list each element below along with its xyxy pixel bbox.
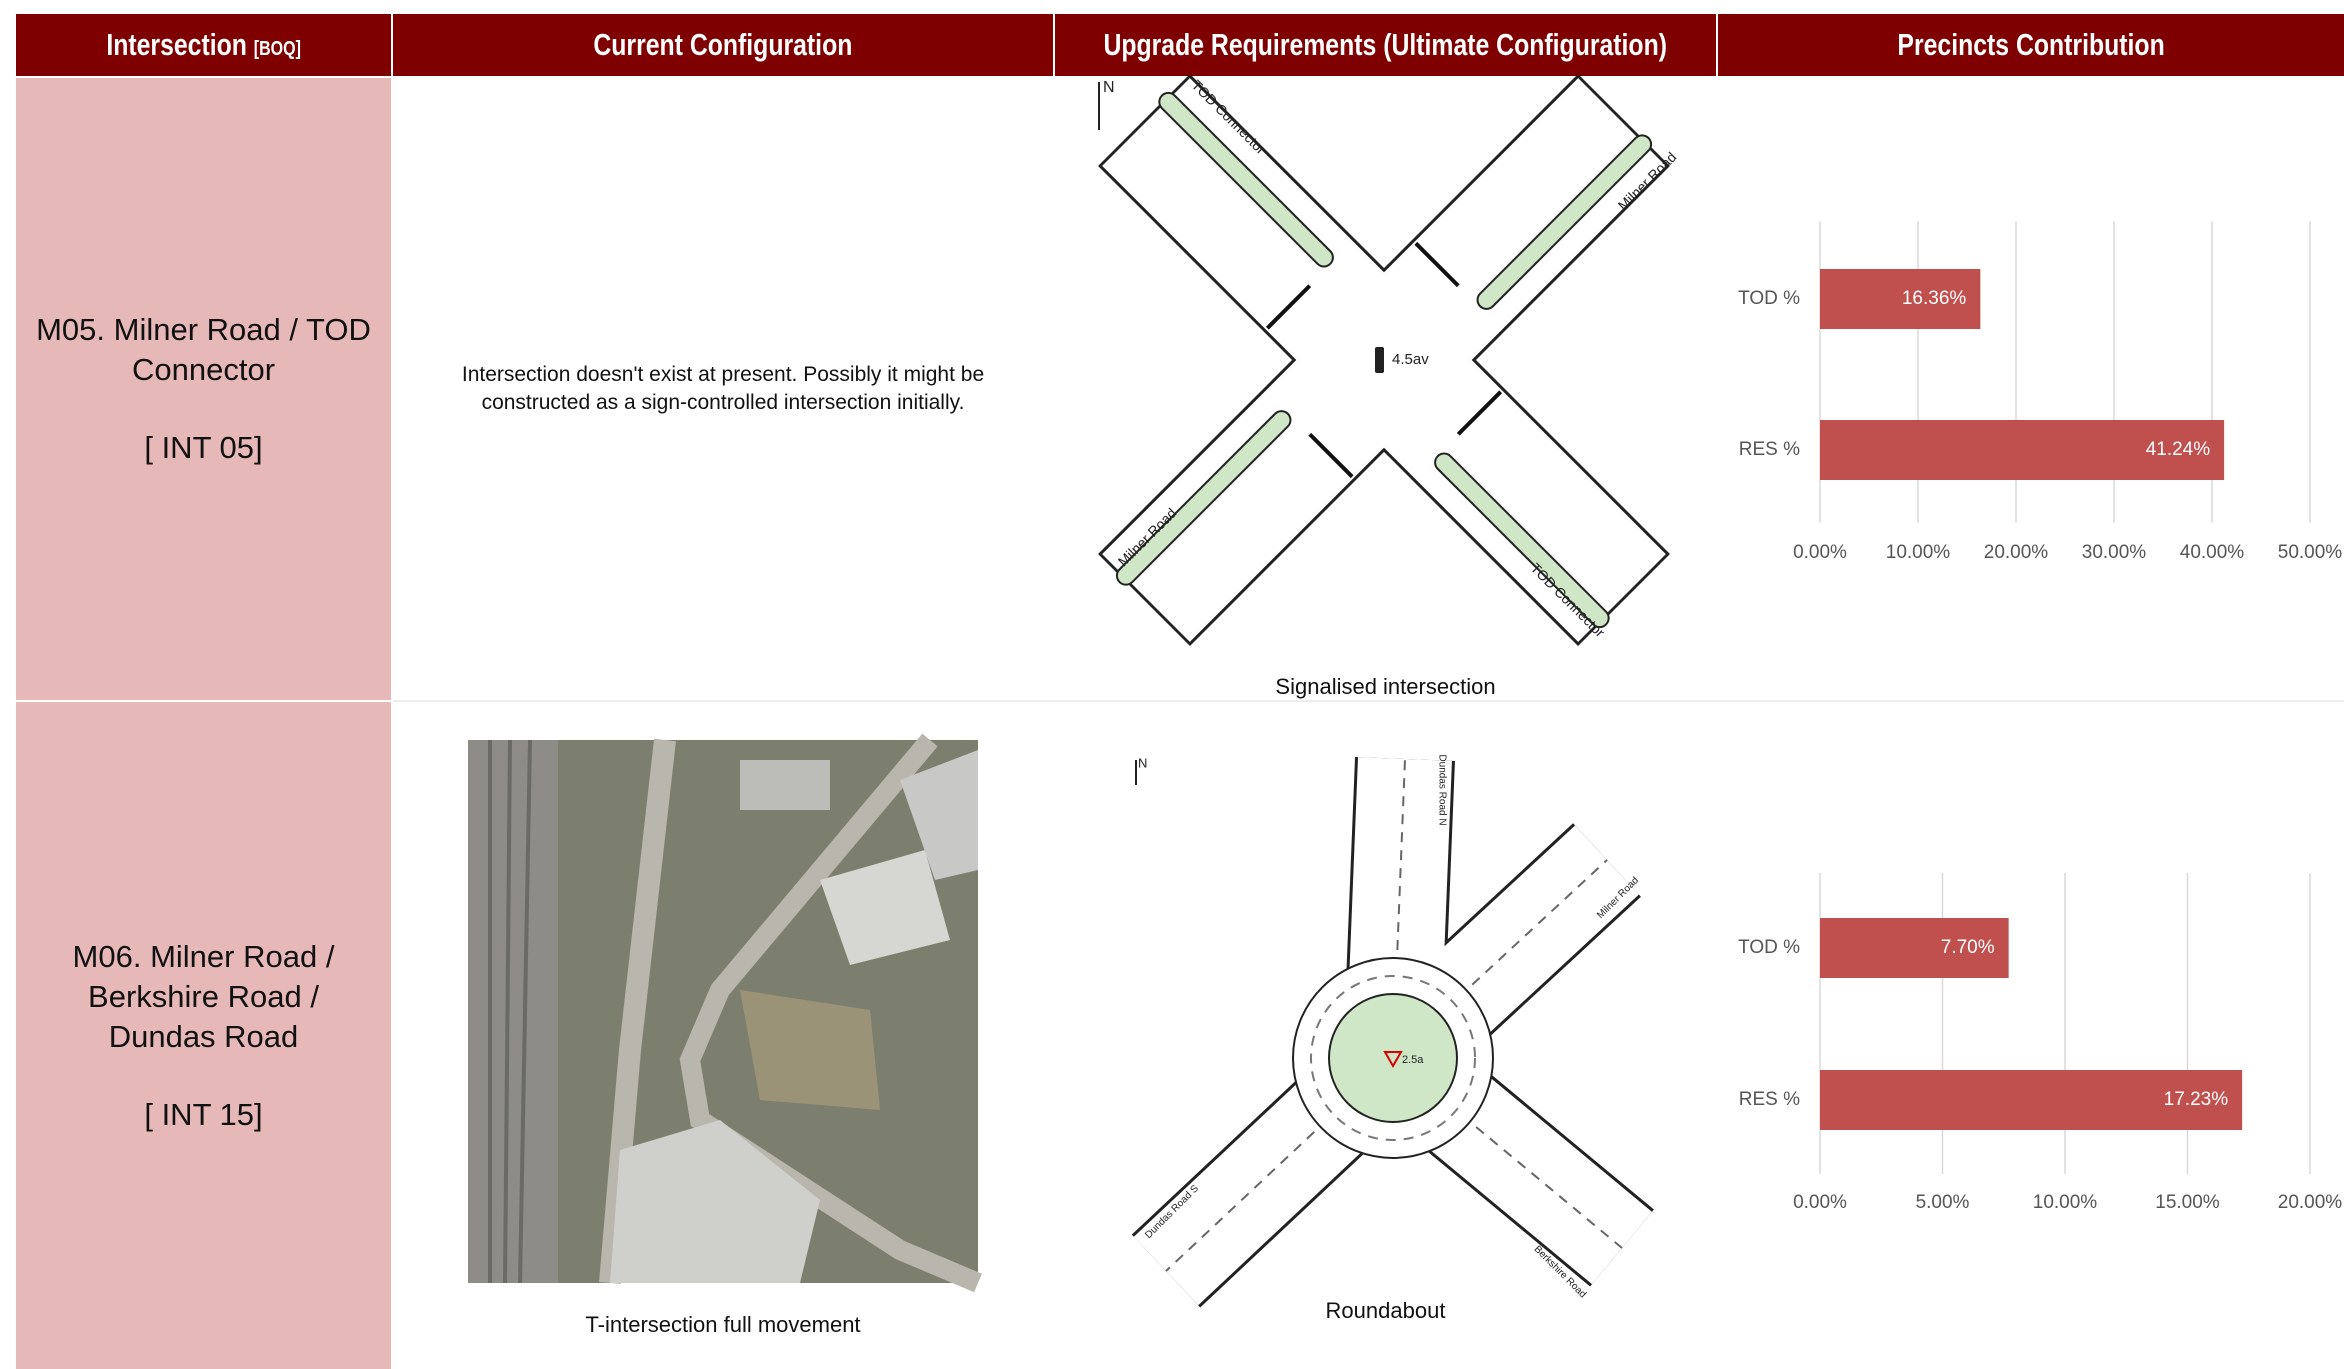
bar xyxy=(1820,420,2225,480)
category-label: TOD % xyxy=(1738,288,1800,309)
signal xyxy=(1375,347,1384,373)
diagram-label: 2.5a xyxy=(1402,1054,1424,1066)
value-label: 17.23% xyxy=(2164,1089,2229,1110)
header-cell: Current Configuration xyxy=(393,14,1053,76)
value-label: 7.70% xyxy=(1941,937,1995,958)
median xyxy=(1160,93,1332,266)
header-cell: Precincts Contribution xyxy=(1718,14,2344,76)
upgrade-caption: Roundabout xyxy=(1325,1298,1446,1323)
diagram-label: N xyxy=(1138,755,1147,770)
x-tick-label: 0.00% xyxy=(1793,1192,1847,1213)
header-text: Intersection xyxy=(106,27,247,62)
lane-line xyxy=(1392,758,1406,1059)
x-tick-label: 20.00% xyxy=(1984,542,2049,563)
bar xyxy=(1820,918,2009,978)
intersection-name: M06. Milner Road / Berkshire Road / Dund… xyxy=(72,938,335,1054)
stop-line xyxy=(1414,241,1460,288)
header-cell: Upgrade Requirements (Ultimate Configura… xyxy=(1055,14,1716,76)
median xyxy=(1117,412,1290,584)
signal-diagram xyxy=(1098,74,1670,646)
stop-line xyxy=(1308,432,1354,479)
x-tick-label: 10.00% xyxy=(1886,542,1951,563)
lane-line xyxy=(1165,1057,1394,1272)
lane-line xyxy=(1392,1057,1623,1249)
category-label: TOD % xyxy=(1738,937,1800,958)
header-text: Current Configuration xyxy=(593,27,853,62)
x-tick-label: 20.00% xyxy=(2278,1192,2343,1213)
header-note: [BOQ] xyxy=(253,38,301,60)
x-tick-label: 0.00% xyxy=(1793,542,1847,563)
intersection-cell: M05. Milner Road / TOD Connector [ INT 0… xyxy=(16,78,391,700)
x-tick-label: 10.00% xyxy=(2033,1192,2098,1213)
row-divider xyxy=(393,700,2344,702)
median xyxy=(1436,454,1608,627)
current-text: Intersection doesn't exist at present. P… xyxy=(461,363,985,414)
header-text: Precincts Contribution xyxy=(1897,27,2165,62)
bar xyxy=(1820,269,1981,329)
lane-line xyxy=(1392,859,1608,1059)
header-cell: Intersection [BOQ] xyxy=(16,14,391,76)
x-tick-label: 5.00% xyxy=(1916,1192,1970,1213)
median xyxy=(1478,136,1651,308)
x-tick-label: 40.00% xyxy=(2180,542,2245,563)
aerial-photo xyxy=(468,733,982,1293)
roundabout-diagram xyxy=(1131,756,1654,1308)
intersection-name: M05. Milner Road / TOD Connector xyxy=(36,312,371,387)
ring-lane xyxy=(1310,975,1476,1141)
island xyxy=(1328,993,1458,1123)
intersection-code: [ INT 05] xyxy=(144,430,263,465)
header-text: Upgrade Requirements (Ultimate Configura… xyxy=(1103,27,1668,62)
yield-sign xyxy=(1383,1051,1403,1069)
x-tick-label: 15.00% xyxy=(2155,1192,2220,1213)
x-tick-label: 50.00% xyxy=(2278,542,2343,563)
intersection-code: [ INT 15] xyxy=(144,1096,263,1132)
value-label: 41.24% xyxy=(2146,439,2211,460)
category-label: RES % xyxy=(1739,439,1800,460)
diagram-label: 4.5av xyxy=(1392,351,1429,368)
stop-line xyxy=(1265,284,1312,330)
value-label: 16.36% xyxy=(1902,288,1967,309)
intersection-cell: M06. Milner Road / Berkshire Road / Dund… xyxy=(16,702,391,1369)
stop-line xyxy=(1456,390,1503,436)
bar xyxy=(1820,1070,2243,1130)
upgrade-caption: Signalised intersection xyxy=(1275,674,1496,699)
diagram-label: N xyxy=(1103,79,1115,96)
current-caption: T-intersection full movement xyxy=(585,1312,861,1337)
x-tick-label: 30.00% xyxy=(2082,542,2147,563)
diagram-label: Dundas Road N xyxy=(1436,754,1447,825)
category-label: RES % xyxy=(1739,1089,1800,1110)
